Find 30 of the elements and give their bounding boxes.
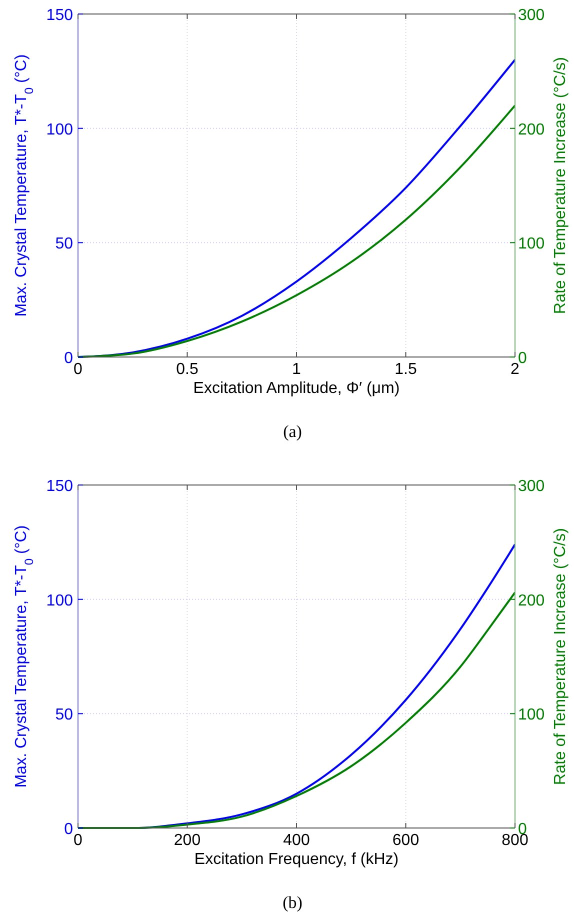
y-tick-label: 100 [46, 121, 74, 138]
x-tick-label: 0.5 [176, 361, 198, 378]
y2-tick-label: 300 [518, 478, 545, 495]
y2-tick-label: 300 [518, 7, 545, 24]
y2-axis-title: Rate of Temperature Increase (°C/s) [552, 57, 569, 314]
x-tick-label: 2 [510, 361, 520, 378]
y2-tick-label: 200 [518, 121, 545, 138]
y-tick-label: 150 [46, 478, 74, 495]
line-series [78, 104, 515, 358]
y-tick-label: 0 [64, 350, 74, 367]
x-tick-label: 400 [283, 832, 310, 849]
y2-tick-label: 100 [518, 706, 545, 724]
y-tick-label: 0 [64, 821, 74, 838]
x-tick-label: 1 [292, 361, 302, 378]
text: (a) [283, 422, 302, 441]
y2-tick-label: 0 [518, 350, 527, 367]
x-tick-label: 600 [392, 832, 420, 849]
y-tick-label: 50 [55, 236, 74, 253]
x-axis-title: Excitation Amplitude, Φ′ (μm) [193, 380, 400, 397]
y2-axis-title: Rate of Temperature Increase (°C/s) [552, 528, 569, 785]
x-axis-title: Excitation Frequency, f (kHz) [194, 851, 399, 868]
y2-tick-label: 200 [518, 592, 545, 610]
line-series [78, 591, 515, 829]
y-tick-label: 50 [55, 706, 74, 724]
x-tick-label: 1.5 [394, 361, 417, 378]
y2-tick-label: 100 [518, 236, 545, 253]
text: (b) [282, 893, 302, 912]
y-tick-label: 100 [46, 592, 74, 610]
y-tick-label: 150 [46, 7, 74, 24]
x-tick-label: 200 [174, 832, 201, 849]
